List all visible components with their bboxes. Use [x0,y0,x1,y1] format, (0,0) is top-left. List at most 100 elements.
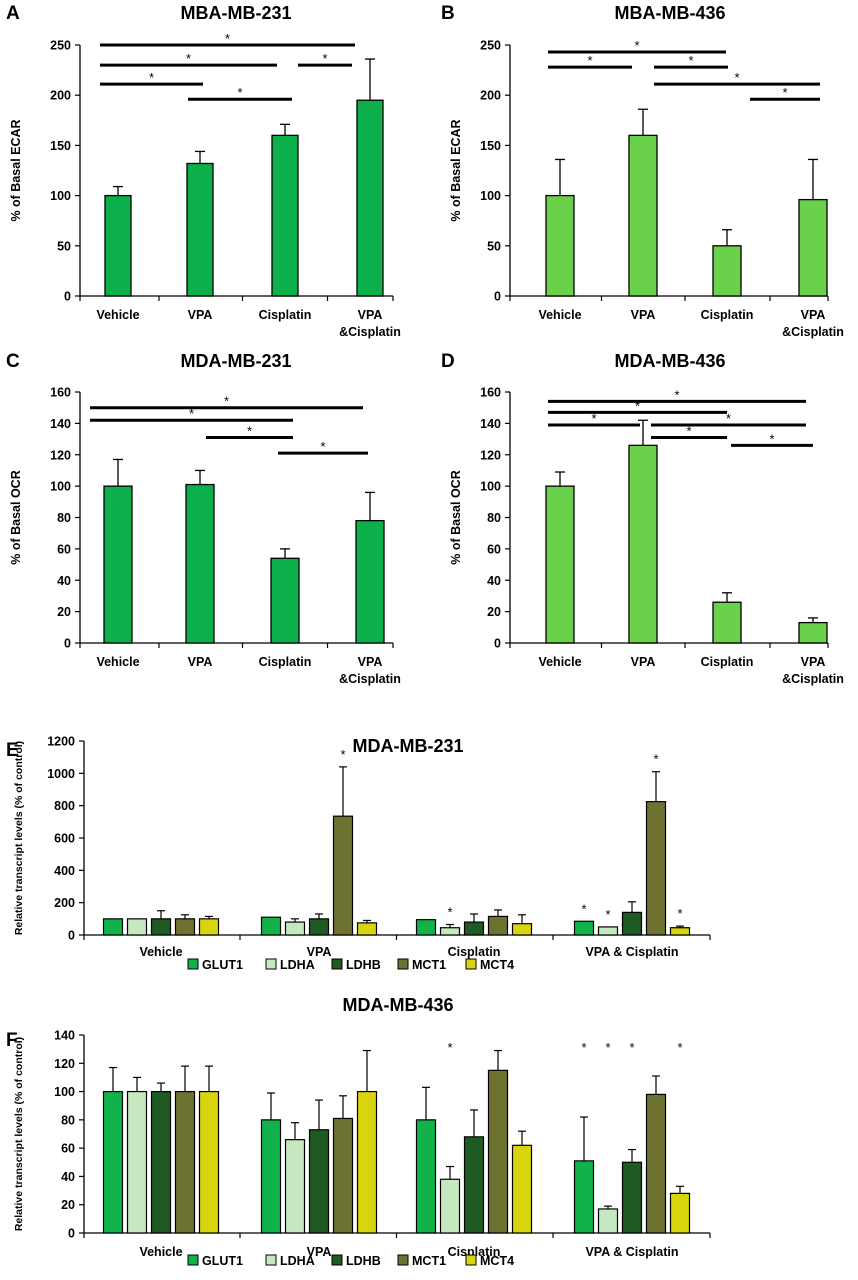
category-label: VPA & Cisplatin [585,945,678,959]
significance-star: * [677,906,682,921]
category-label: &Cisplatin [339,325,401,339]
bar-ldha [284,921,306,936]
y-tick-label: 50 [57,239,71,253]
bar-mct4 [198,918,220,936]
y-tick-label: 120 [50,448,71,462]
legend-swatch-glut1 [187,1254,199,1266]
legend-swatch-mct1 [397,958,409,970]
y-tick-label: 100 [480,480,501,494]
significance-star: * [225,31,230,46]
bar-mct4 [198,1090,220,1234]
category-label: Cisplatin [701,308,754,322]
category-label: &Cisplatin [339,672,401,686]
y-tick-label: 140 [480,417,501,431]
panel-label: A [6,3,20,24]
panel-b: B MBA-MB-436 % of Basal ECAR 0 50 100 150 200 25… [441,3,844,339]
bar-ldha [439,1178,461,1234]
category-label: VPA [631,308,656,322]
panel-label: C [6,351,20,372]
bar-mct1 [332,815,354,936]
bar-mct1 [645,801,667,936]
chart-title: MDA-MB-436 [342,995,453,1015]
bar-1 [628,134,658,297]
bar-ldhb [150,918,172,936]
significance-star: * [237,85,242,100]
y-tick-label: 0 [68,1227,75,1241]
significance-star: * [447,904,452,919]
y-tick-label: 0 [494,637,501,651]
y-tick-label: 50 [487,239,501,253]
category-label: Vehicle [96,655,139,669]
y-tick-label: 20 [61,1198,75,1212]
bar-mct4 [669,927,691,936]
panel-label: F [6,1030,18,1051]
y-tick-label: 400 [54,864,75,878]
category-label: VPA [801,308,826,322]
significance-star: * [677,1040,682,1055]
panel-c: C MDA-MB-231 % of Basal OCR 0 20 40 60 80 100 120… [6,351,401,686]
category-label: VPA [801,655,826,669]
bar-mct4 [356,1090,378,1234]
bar-ldhb [308,1129,330,1234]
y-tick-label: 800 [54,799,75,813]
legend-label-mct1: MCT1 [412,1254,446,1268]
y-tick-label: 250 [50,39,71,53]
legend-label-ldha: LDHA [280,1254,315,1268]
y-tick-label: 140 [54,1029,75,1043]
category-label: Cisplatin [448,945,501,959]
bar-1 [628,444,658,644]
y-tick-label: 20 [57,605,71,619]
legend-label-ldhb: LDHB [346,1254,381,1268]
significance-star: * [726,411,731,426]
bar-1 [186,162,214,297]
y-axis-label: % of Basal OCR [449,470,463,564]
y-tick-label: 160 [480,386,501,400]
bar-3 [798,621,828,644]
significance-star: * [186,51,191,66]
bar-0 [545,485,575,644]
bar-mct1 [645,1093,667,1234]
chart-title: MDA-MB-231 [180,351,291,371]
significance-star: * [769,431,774,446]
significance-star: * [605,907,610,922]
chart-title: MDA-MB-231 [352,736,463,756]
significance-star: * [674,387,679,402]
y-tick-label: 60 [61,1142,75,1156]
legend-label-mct4: MCT4 [480,958,514,972]
significance-star: * [189,406,194,421]
category-label: Cisplatin [259,308,312,322]
bar-ldha [284,1139,306,1234]
panel-f: F MDA-MB-436 Relative transcript levels (%… [6,995,711,1268]
y-tick-label: 100 [50,480,71,494]
significance-star: * [247,423,252,438]
category-label: Cisplatin [448,1245,501,1259]
panel-a: A MBA-MB-231 % of Basal ECAR 0 50 100 150 200 25… [6,3,401,339]
category-label: VPA [307,945,332,959]
panel-label: B [441,3,455,24]
y-axis-label: % of Basal OCR [9,470,23,564]
panel-label: E [6,740,19,761]
significance-star: * [734,70,739,85]
bar-glut1 [260,1119,282,1234]
significance-star: * [635,398,640,413]
category-label: VPA [358,308,383,322]
bar-2 [712,601,742,644]
bar-3 [355,519,385,644]
significance-star: * [340,747,345,762]
category-label: VPA [307,1245,332,1259]
bar-glut1 [102,918,124,936]
legend-swatch-mct4 [465,1254,477,1266]
bar-glut1 [573,920,595,936]
y-axis-label: % of Basal ECAR [449,119,463,221]
bar-ldha [439,927,461,936]
y-tick-label: 0 [64,290,71,304]
category-label: Vehicle [538,308,581,322]
legend-label-ldha: LDHA [280,958,315,972]
category-label: &Cisplatin [782,672,844,686]
y-tick-label: 60 [487,542,501,556]
legend-label-mct1: MCT1 [412,958,446,972]
y-tick-label: 250 [480,39,501,53]
bar-glut1 [415,1119,437,1234]
bar-mct1 [174,918,196,936]
